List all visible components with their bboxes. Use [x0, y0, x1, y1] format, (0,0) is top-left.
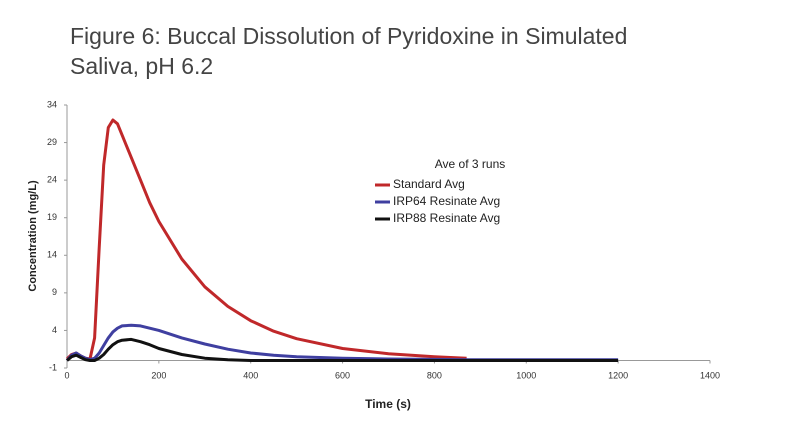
legend-title: Ave of 3 runs	[435, 157, 506, 171]
y-tick-label: 29	[47, 137, 57, 147]
x-axis-label: Time (s)	[365, 397, 411, 411]
x-tick-label: 1400	[700, 370, 720, 380]
x-tick-label: 0	[64, 370, 69, 380]
y-tick-label: 34	[47, 99, 57, 109]
x-tick-label: 400	[243, 370, 258, 380]
x-tick-label: 1000	[516, 370, 536, 380]
y-tick-label: 14	[47, 250, 57, 260]
y-axis-label: Concentration (mg/L)	[27, 180, 39, 292]
x-tick-label: 1200	[608, 370, 628, 380]
y-tick-label: -1	[49, 362, 57, 372]
series-line	[65, 118, 467, 361]
y-tick-label: 4	[52, 325, 57, 335]
y-tick-label: 24	[47, 175, 57, 185]
legend-label: IRP88 Resinate Avg	[393, 211, 500, 225]
y-tick-label: 19	[47, 212, 57, 222]
x-tick-label: 200	[151, 370, 166, 380]
x-tick-label: 600	[335, 370, 350, 380]
series-line	[65, 323, 619, 362]
chart-title: Figure 6: Buccal Dissolution of Pyridoxi…	[70, 23, 627, 79]
legend-label: Standard Avg	[393, 177, 465, 191]
y-tick-label: 9	[52, 287, 57, 297]
legend-label: IRP64 Resinate Avg	[393, 194, 500, 208]
series-line	[66, 337, 619, 362]
x-tick-label: 800	[427, 370, 442, 380]
